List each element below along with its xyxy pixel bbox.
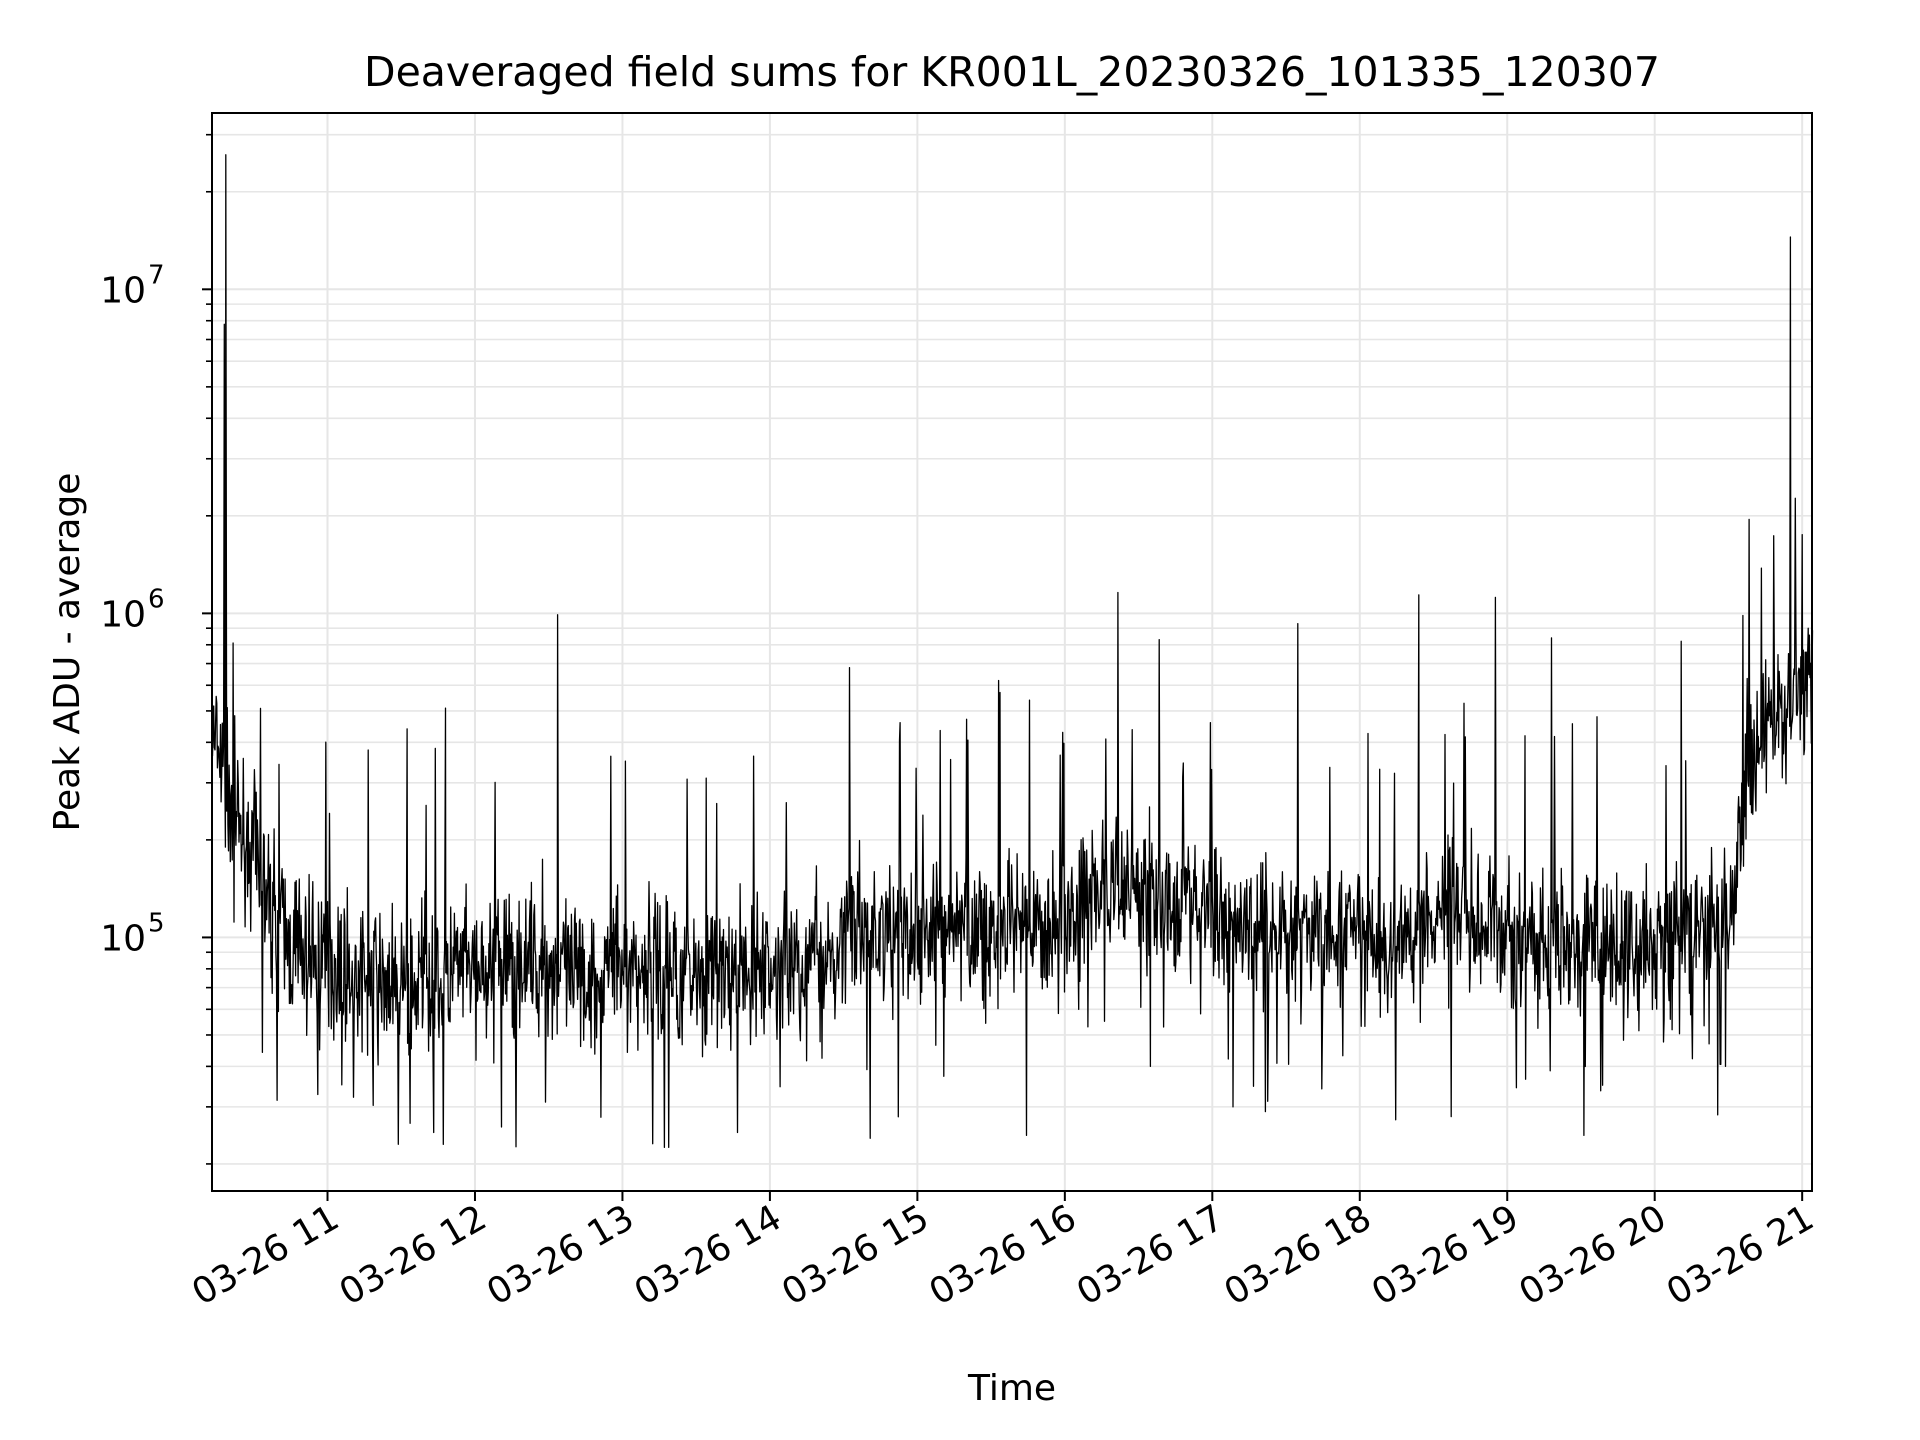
y-tick-exponent: 7 — [148, 260, 165, 290]
y-tick-label: 10 — [100, 270, 146, 311]
series-layer — [211, 154, 1814, 1149]
axes-frame — [211, 112, 1813, 1192]
y-tick-exponent: 6 — [148, 584, 165, 614]
chart-title: Deaveraged field sums for KR001L_2023032… — [364, 48, 1660, 96]
grid-layer — [212, 113, 1812, 1191]
x-axis-label: Time — [967, 1368, 1056, 1409]
y-tick-label: 10 — [100, 594, 146, 635]
series-line — [211, 154, 1814, 1149]
y-tick-exponent: 5 — [148, 908, 165, 938]
y-tick-label: 10 — [100, 918, 146, 959]
y-axis-label: Peak ADU - average — [47, 473, 88, 832]
